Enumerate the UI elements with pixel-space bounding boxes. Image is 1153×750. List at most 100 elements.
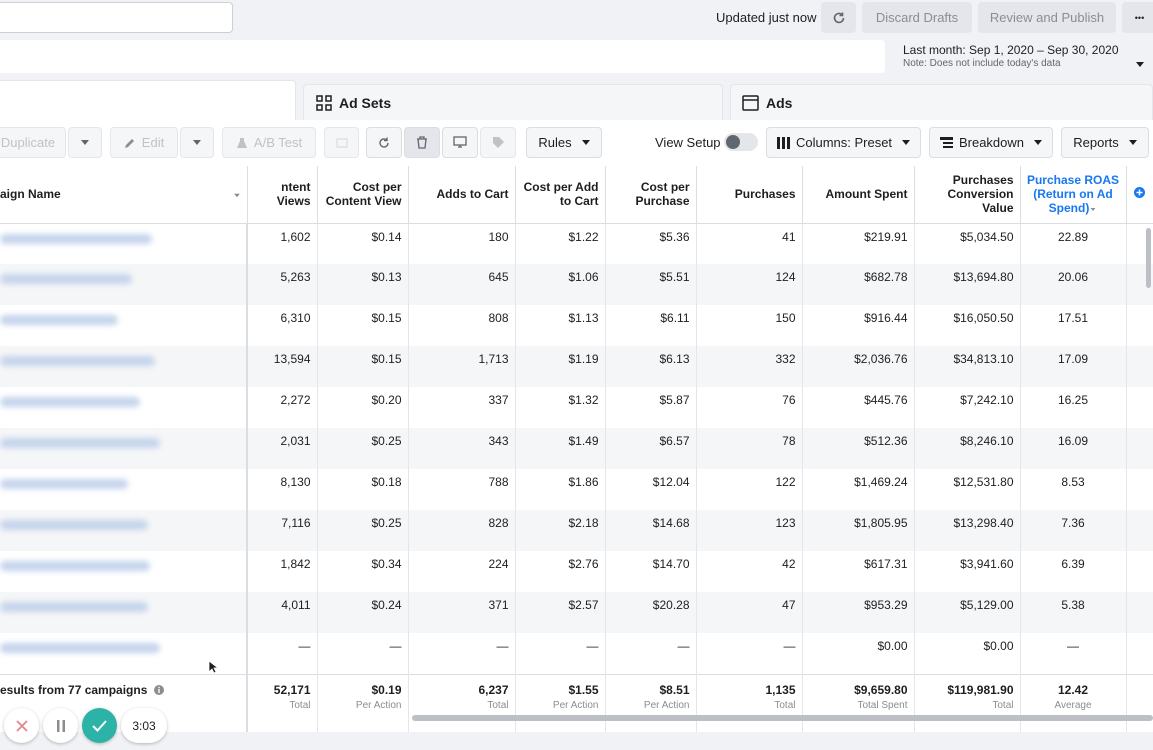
refresh-button[interactable] xyxy=(821,2,856,33)
campaign-name-cell[interactable] xyxy=(0,264,248,305)
more-options-button[interactable]: ••• xyxy=(1122,2,1153,33)
horizontal-scrollbar[interactable] xyxy=(412,715,1153,721)
column-header[interactable]: Purchases xyxy=(696,166,803,224)
preview-button[interactable] xyxy=(442,127,478,158)
table-row[interactable]: 1,602 $0.14 180 $1.22 $5.36 41 $219.91 $5,034.5… xyxy=(0,223,1153,264)
columns-button[interactable]: Columns: Preset xyxy=(766,127,921,158)
summary-cell: 1,135 Total xyxy=(696,673,803,732)
column-header[interactable]: Cost per Content View xyxy=(317,166,409,224)
date-range-label[interactable]: Last month: Sep 1, 2020 – Sep 30, 2020 xyxy=(903,43,1119,57)
table-cell: $1,805.95 xyxy=(802,510,915,551)
campaign-name-cell[interactable] xyxy=(0,469,248,510)
campaign-name-cell[interactable] xyxy=(0,346,248,387)
campaign-name-cell[interactable] xyxy=(0,510,248,551)
table-row[interactable]: 6,310 $0.15 808 $1.13 $6.11 150 $916.44 $16,050… xyxy=(0,305,1153,346)
finish-recording-button[interactable] xyxy=(82,708,117,743)
duplicate-label: Duplicate xyxy=(0,135,56,150)
table-cell: 7,116 xyxy=(247,510,318,551)
redacted-campaign-name xyxy=(0,274,132,284)
table-cell: 78 xyxy=(696,428,803,469)
table-cell: $1.06 xyxy=(515,264,606,305)
campaign-name-cell[interactable] xyxy=(0,387,248,428)
cancel-recording-button[interactable] xyxy=(4,708,39,743)
column-header-name[interactable]: aign Name xyxy=(0,166,248,224)
table-cell: 76 xyxy=(696,387,803,428)
table-cell: $5.36 xyxy=(605,223,697,264)
table-cell: $0.00 xyxy=(802,633,915,674)
column-header[interactable]: Cost per Add to Cart xyxy=(515,166,606,224)
table-row[interactable]: — — — — — — $0.00 $0.00— xyxy=(0,633,1153,674)
tab-campaigns[interactable] xyxy=(0,80,296,122)
campaign-name-cell[interactable] xyxy=(0,551,248,592)
duplicate-dropdown[interactable] xyxy=(68,127,102,158)
tab-ads[interactable]: Ads xyxy=(730,84,1153,120)
archive-button[interactable] xyxy=(324,127,359,158)
breakdown-button[interactable]: Breakdown xyxy=(929,127,1053,158)
table-row[interactable]: 2,031 $0.25 343 $1.49 $6.57 78 $512.36 $8,246.1… xyxy=(0,428,1153,469)
table-cell: 17.09 xyxy=(1020,346,1127,387)
table-cell: $0.15 xyxy=(317,346,409,387)
edit-button[interactable]: Edit xyxy=(110,127,178,158)
table-cell: $0.18 xyxy=(317,469,409,510)
revert-button[interactable] xyxy=(366,127,402,158)
summary-cell: $119,981.90 Total xyxy=(914,673,1021,732)
archive-icon xyxy=(335,137,348,148)
table-cell: $1.49 xyxy=(515,428,606,469)
reports-button[interactable]: Reports xyxy=(1061,127,1149,158)
table-row[interactable]: 7,116 $0.25 828 $2.18 $14.68 123 $1,805.95 $13,… xyxy=(0,510,1153,551)
table-row[interactable]: 4,011 $0.24 371 $2.57 $20.28 47 $953.29 $5,129.… xyxy=(0,592,1153,633)
check-icon xyxy=(92,719,107,732)
view-setup-toggle[interactable] xyxy=(724,133,758,151)
columns-label: Columns: Preset xyxy=(795,135,893,150)
table-cell: $16,050.50 xyxy=(914,305,1021,346)
vertical-scrollbar[interactable] xyxy=(1146,228,1151,288)
table-cell: 22.89 xyxy=(1020,223,1127,264)
column-header-roas[interactable]: Purchase ROAS (Return on Ad Spend) xyxy=(1020,166,1127,224)
tag-button[interactable] xyxy=(480,127,516,158)
column-header[interactable]: Adds to Cart xyxy=(408,166,516,224)
table-row[interactable]: 1,842 $0.34 224 $2.76 $14.70 42 $617.31 $3,941.… xyxy=(0,551,1153,592)
table-row[interactable]: 2,272 $0.20 337 $1.32 $5.87 76 $445.76 $7,242.1… xyxy=(0,387,1153,428)
search-box[interactable] xyxy=(0,2,233,33)
column-header[interactable]: Amount Spent xyxy=(802,166,915,224)
redacted-campaign-name xyxy=(0,561,150,571)
campaign-name-cell[interactable] xyxy=(0,305,248,346)
table-cell: $0.34 xyxy=(317,551,409,592)
ab-test-button[interactable]: A/B Test xyxy=(222,127,316,158)
table-row[interactable]: 8,130 $0.18 788 $1.86 $12.04 122 $1,469.24 $12,… xyxy=(0,469,1153,510)
chevron-down-icon xyxy=(1034,140,1043,145)
table-cell: 17.51 xyxy=(1020,305,1127,346)
refresh-icon xyxy=(379,137,389,148)
campaign-name-cell[interactable] xyxy=(0,428,248,469)
duplicate-button[interactable]: Duplicate xyxy=(0,127,66,158)
date-dropdown-icon[interactable] xyxy=(1136,54,1144,72)
column-header[interactable]: Purchases Conversion Value xyxy=(914,166,1021,224)
filter-bar[interactable] xyxy=(0,40,885,73)
add-column-button[interactable] xyxy=(1126,166,1153,224)
table-row[interactable]: 13,594 $0.15 1,713 $1.19 $6.13 332 $2,036.76 $3… xyxy=(0,346,1153,387)
redacted-campaign-name xyxy=(0,602,148,612)
table-cell: $6.57 xyxy=(605,428,697,469)
view-setup-label: View Setup xyxy=(655,135,721,150)
trash-icon xyxy=(417,136,427,149)
rules-button[interactable]: Rules xyxy=(526,127,602,158)
table-cell: 332 xyxy=(696,346,803,387)
edit-dropdown[interactable] xyxy=(180,127,214,158)
campaign-name-cell[interactable] xyxy=(0,633,248,674)
review-publish-button[interactable]: Review and Publish xyxy=(978,2,1116,33)
campaign-name-cell[interactable] xyxy=(0,592,248,633)
discard-drafts-button[interactable]: Discard Drafts xyxy=(862,2,972,33)
tab-ad-sets[interactable]: Ad Sets xyxy=(303,84,723,120)
delete-button[interactable] xyxy=(404,127,440,158)
table-cell: 41 xyxy=(696,223,803,264)
table-row[interactable]: 5,263 $0.13 645 $1.06 $5.51 124 $682.78 $13,694… xyxy=(0,264,1153,305)
table-cell: 8.53 xyxy=(1020,469,1127,510)
campaign-name-cell[interactable] xyxy=(0,223,248,264)
grid-icon xyxy=(316,94,332,111)
table-cell: $6.11 xyxy=(605,305,697,346)
column-header[interactable]: Cost per Purchase xyxy=(605,166,697,224)
table-cell: $34,813.10 xyxy=(914,346,1021,387)
info-icon[interactable] xyxy=(153,684,164,695)
column-header[interactable]: ntent Views xyxy=(247,166,318,224)
pause-recording-button[interactable] xyxy=(43,708,78,743)
